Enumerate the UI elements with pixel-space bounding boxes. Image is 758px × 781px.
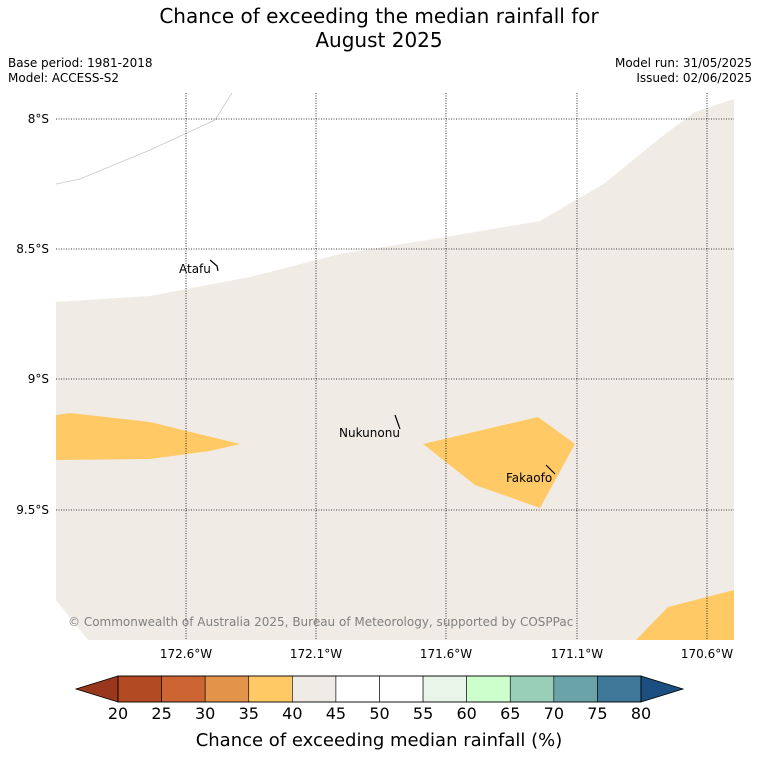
colorbar-cell: [379, 675, 424, 703]
colorbar-tick: 40: [282, 704, 303, 723]
colorbar-tick: 20: [107, 704, 129, 723]
issued-date: Issued: 02/06/2025: [636, 71, 752, 85]
colorbar-tick: 75: [587, 704, 608, 723]
lat-label-9-5s: 9.5°S: [16, 503, 49, 517]
colorbar-cell: [117, 675, 162, 703]
lon-label-172-6w: 172.6°W: [160, 647, 212, 661]
colorbar-cell: [422, 675, 467, 703]
atafu-atoll: [209, 259, 219, 272]
colorbar-cell: [553, 675, 598, 703]
model-run: Model run: 31/05/2025: [614, 56, 752, 70]
colorbar-tick: 80: [630, 704, 652, 723]
model-name: Model: ACCESS-S2: [8, 71, 120, 85]
fakaofo-atoll: [545, 464, 556, 475]
colorbar-tick: 45: [325, 704, 347, 723]
lon-label-170-6w: 170.6°W: [681, 647, 733, 661]
colorbar: [74, 675, 685, 703]
model-info: Base period: 1981-2018 Model: ACCESS-S2: [8, 56, 153, 86]
colorbar-cell: [466, 675, 511, 703]
colorbar-cell: [204, 675, 250, 703]
title-line-2: August 2025: [315, 28, 443, 52]
fill-region-east: [423, 417, 575, 508]
colorbar-cell: [597, 675, 642, 703]
lon-axis-labels: 172.6°W 172.1°W 171.6°W 171.1°W 170.6°W: [160, 647, 733, 661]
colorbar-tick: 65: [500, 704, 521, 723]
colorbar-cell: [509, 675, 555, 703]
place-label-nukunonu: Nukunonu: [339, 426, 400, 440]
place-label-fakaofo: Fakaofo: [506, 471, 552, 485]
lon-label-171-6w: 171.6°W: [420, 647, 472, 661]
colorbar-cell: [292, 675, 337, 703]
fill-region-40-45: [56, 99, 734, 640]
place-label-atafu: Atafu: [179, 262, 211, 276]
title-line-1: Chance of exceeding the median rainfall …: [159, 4, 599, 28]
colorbar-tick: 35: [238, 704, 259, 723]
colorbar-frame: [117, 675, 642, 703]
fill-region-west: [56, 413, 240, 460]
colorbar-cell: [161, 675, 206, 703]
lat-gridlines: [56, 118, 734, 511]
colorbar-tick: 30: [194, 704, 216, 723]
colorbar-tick: 60: [456, 704, 477, 723]
nukunonu-atoll: [394, 414, 401, 430]
map-title: Chance of exceeding the median rainfall …: [0, 4, 758, 52]
lat-axis-labels: 8°S 8.5°S 9°S 9.5°S: [16, 112, 49, 517]
colorbar-tick: 55: [412, 704, 434, 723]
lon-label-172-1w: 172.1°W: [290, 647, 342, 661]
lat-label-8s: 8°S: [28, 112, 49, 126]
base-period: Base period: 1981-2018: [8, 56, 153, 70]
lon-gridlines: [185, 93, 708, 640]
colorbar-under-extension: [74, 675, 119, 703]
fill-region-southeast: [636, 590, 734, 640]
colorbar-tick: 50: [369, 704, 390, 723]
colorbar-cell: [248, 675, 293, 703]
colorbar-cell: [335, 675, 380, 703]
colorbar-label: Chance of exceeding median rainfall (%): [195, 730, 563, 751]
colorbar-tick: 70: [543, 704, 564, 723]
lat-label-8-5s: 8.5°S: [16, 242, 49, 256]
copyright-notice: © Commonwealth of Australia 2025, Bureau…: [68, 615, 573, 629]
colorbar-over-extension: [640, 675, 685, 703]
run-info: Model run: 31/05/2025 Issued: 02/06/2025: [615, 56, 752, 86]
lon-label-171-1w: 171.1°W: [551, 647, 603, 661]
coastline-contour: [56, 93, 233, 185]
map-panel: Atafu Nukunonu Fakaofo © Commonwealth of…: [56, 93, 734, 640]
colorbar-tick: 25: [151, 704, 172, 723]
lat-label-9s: 9°S: [28, 372, 49, 386]
